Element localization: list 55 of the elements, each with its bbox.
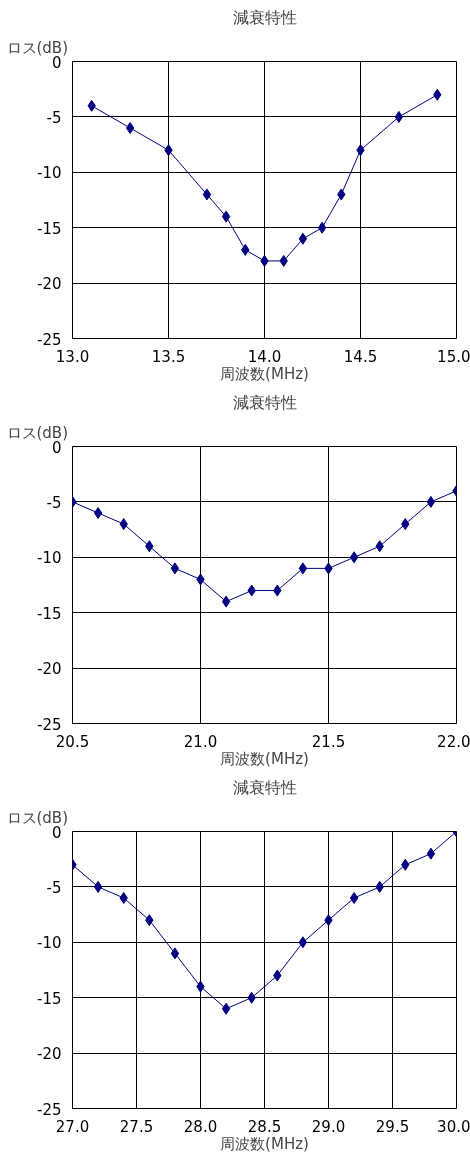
- x-tick-label: 21.5: [311, 732, 346, 751]
- point: [93, 506, 103, 519]
- point: [298, 562, 308, 575]
- x-tick-label: 14.0: [247, 347, 282, 366]
- x-axis-title: 周波数(MHz): [220, 1134, 309, 1153]
- y-tick-label: -5: [46, 493, 62, 512]
- y-tick-label: -10: [37, 549, 62, 568]
- point: [349, 891, 359, 904]
- x-tick-label: 28.0: [183, 1117, 218, 1136]
- point: [426, 495, 436, 508]
- y-tick-label: -10: [37, 164, 62, 183]
- y-tick-label: -10: [37, 934, 62, 953]
- x-tick-label: 30.0: [437, 1117, 470, 1136]
- point: [426, 847, 436, 860]
- y-tick-label: -20: [37, 660, 62, 679]
- chart-title: 減衰特性: [232, 7, 297, 27]
- x-tick-label: 28.5: [247, 1117, 282, 1136]
- x-axis-title: 周波数(MHz): [220, 749, 309, 768]
- x-tick-label: 13.0: [55, 347, 90, 366]
- x-tick-label: 22.0: [437, 732, 470, 751]
- y-tick-label: -20: [37, 1045, 62, 1064]
- y-tick-label: -25: [37, 715, 62, 734]
- point: [298, 936, 308, 949]
- point: [125, 121, 135, 134]
- x-tick-label: 29.5: [375, 1117, 410, 1136]
- point: [170, 947, 180, 960]
- point: [221, 595, 231, 608]
- point: [93, 880, 103, 893]
- y-tick-label: -15: [37, 989, 62, 1008]
- y-tick-label: -15: [37, 604, 62, 623]
- chart-title: 減衰特性: [232, 777, 297, 797]
- point: [202, 188, 212, 201]
- point: [221, 210, 231, 223]
- x-tick-label: 27.0: [55, 1117, 90, 1136]
- y-tick-label: -25: [37, 330, 62, 349]
- y-tick-label: -15: [37, 219, 62, 238]
- y-tick-label: -20: [37, 275, 62, 294]
- point: [298, 232, 308, 245]
- point: [349, 551, 359, 564]
- x-tick-label: 14.5: [343, 347, 378, 366]
- x-tick-label: 27.5: [119, 1117, 154, 1136]
- chart-title: 減衰特性: [232, 392, 297, 412]
- y-tick-label: -5: [46, 878, 62, 897]
- y-tick-label: -25: [37, 1100, 62, 1119]
- x-tick-label: 13.5: [151, 347, 186, 366]
- y-tick-label: -5: [46, 108, 62, 127]
- x-axis-title: 周波数(MHz): [220, 364, 309, 383]
- point: [170, 562, 180, 575]
- point: [394, 110, 404, 123]
- point: [317, 221, 327, 234]
- x-tick-label: 21.0: [183, 732, 218, 751]
- x-tick-label: 15.0: [437, 347, 470, 366]
- x-tick-label: 29.0: [311, 1117, 346, 1136]
- point: [221, 1002, 231, 1015]
- x-tick-label: 20.5: [55, 732, 90, 751]
